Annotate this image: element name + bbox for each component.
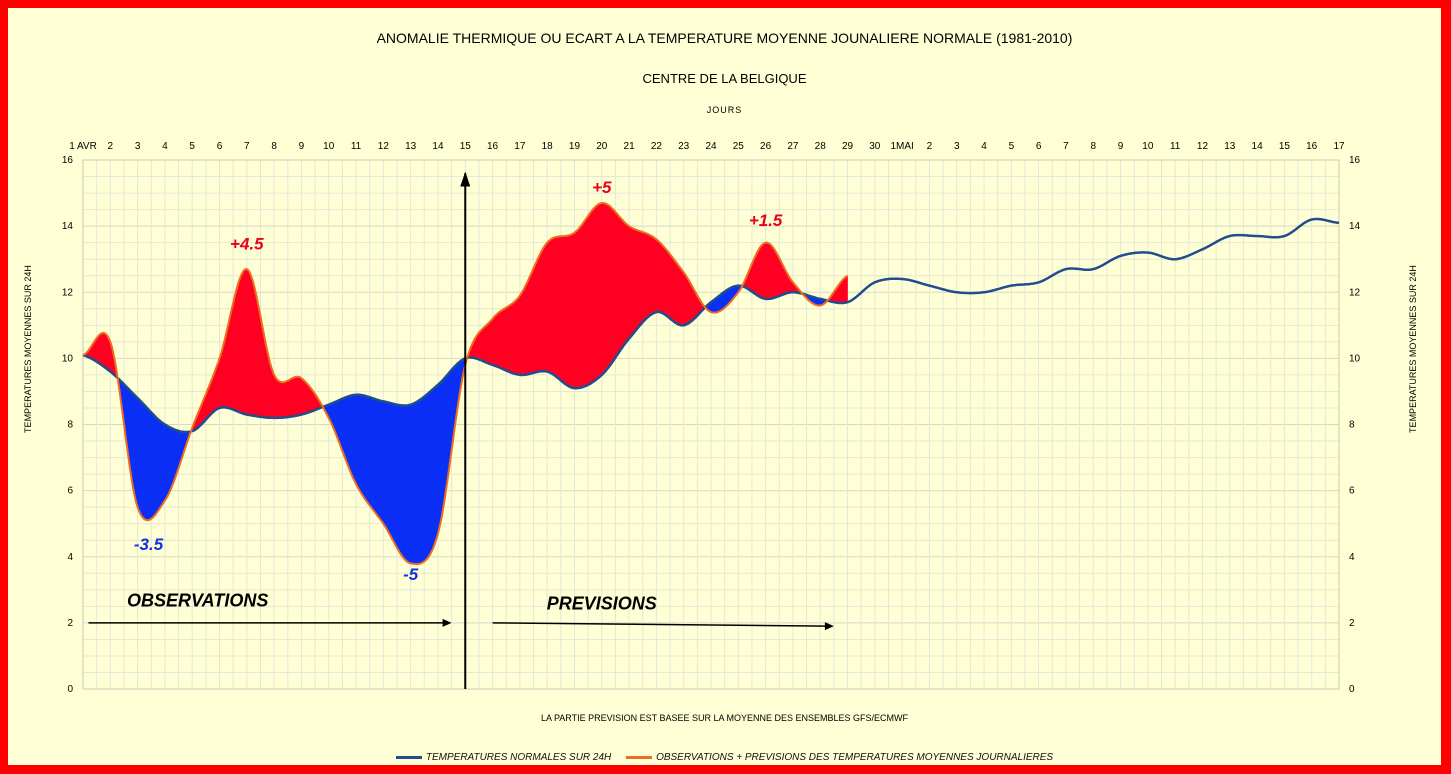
y-tick-label-right: 2 bbox=[1349, 618, 1355, 629]
legend: TEMPERATURES NORMALES SUR 24H OBSERVATIO… bbox=[8, 751, 1441, 763]
x-tick-label: 7 bbox=[244, 141, 250, 152]
annotation-label: OBSERVATIONS bbox=[127, 590, 268, 610]
x-tick-label: 15 bbox=[1279, 141, 1291, 152]
forecast-note: LA PARTIE PREVISION EST BASEE SUR LA MOY… bbox=[540, 713, 909, 723]
y-tick-label-left: 4 bbox=[67, 552, 73, 563]
x-tick-label: 17 bbox=[514, 141, 526, 152]
x-tick-label: 20 bbox=[596, 141, 608, 152]
legend-item-observed: OBSERVATIONS + PREVISIONS DES TEMPERATUR… bbox=[626, 752, 1053, 763]
y-tick-label-left: 6 bbox=[67, 486, 73, 497]
chart-frame: ANOMALIE THERMIQUE OU ECART A LA TEMPERA… bbox=[8, 8, 1441, 765]
annotation-label: PREVISIONS bbox=[547, 594, 657, 614]
y-tick-label-right: 0 bbox=[1349, 684, 1355, 695]
legend-swatch-observed bbox=[626, 756, 653, 759]
legend-label-observed: OBSERVATIONS + PREVISIONS DES TEMPERATUR… bbox=[656, 752, 1054, 763]
y-tick-label-left: 8 bbox=[67, 420, 73, 431]
x-tick-label: 7 bbox=[1063, 141, 1069, 152]
x-tick-label: 13 bbox=[1224, 141, 1236, 152]
x-tick-label: 29 bbox=[842, 141, 854, 152]
x-tick-label: 22 bbox=[651, 141, 663, 152]
y-tick-label-right: 6 bbox=[1349, 486, 1355, 497]
y-tick-label-left: 14 bbox=[62, 221, 74, 232]
x-tick-label: 9 bbox=[299, 141, 305, 152]
y-tick-label-right: 10 bbox=[1349, 353, 1361, 364]
x-tick-label: 5 bbox=[1009, 141, 1015, 152]
x-tick-label: 14 bbox=[1252, 141, 1264, 152]
x-tick-label: 26 bbox=[760, 141, 772, 152]
period-arrow bbox=[492, 622, 828, 627]
annotation-label: +5 bbox=[592, 178, 612, 197]
normal-temperature-line bbox=[82, 217, 1340, 434]
x-tick-label: 12 bbox=[378, 141, 390, 152]
annotation-label: +1.5 bbox=[749, 211, 783, 230]
x-tick-label: 6 bbox=[1036, 141, 1042, 152]
y-tick-label-left: 0 bbox=[67, 684, 73, 695]
x-tick-label: 14 bbox=[432, 141, 444, 152]
x-tick-label: 24 bbox=[705, 141, 717, 152]
y-tick-label-left: 2 bbox=[67, 618, 73, 629]
x-tick-label: 2 bbox=[108, 141, 114, 152]
y-tick-label-right: 12 bbox=[1349, 287, 1361, 298]
period-arrowhead bbox=[824, 622, 834, 631]
anomaly-chart: 1 AVR 2 3 4 5 6 7 8 9 10 11 12 13 14 15 16 17 18 19 20 21 22 2… bbox=[62, 141, 1361, 695]
x-tick-label: 10 bbox=[1142, 141, 1154, 152]
x-tick-label: 25 bbox=[733, 141, 745, 152]
annotation-label: +4.5 bbox=[230, 234, 264, 253]
x-tick-label: 8 bbox=[1090, 141, 1096, 152]
period-arrowhead bbox=[442, 618, 452, 627]
x-tick-label: 18 bbox=[542, 141, 554, 152]
y-tick-label-right: 14 bbox=[1349, 221, 1361, 232]
x-tick-label: 11 bbox=[1170, 141, 1181, 152]
x-tick-label: 16 bbox=[487, 141, 499, 152]
x-tick-label: 3 bbox=[954, 141, 960, 152]
y-tick-label-left: 10 bbox=[62, 353, 74, 364]
x-tick-label: 19 bbox=[569, 141, 581, 152]
x-tick-label: 21 bbox=[624, 141, 636, 152]
legend-label-normal: TEMPERATURES NORMALES SUR 24H bbox=[425, 752, 612, 763]
divider-arrowhead bbox=[460, 171, 471, 187]
x-tick-label: 16 bbox=[1306, 141, 1318, 152]
y-tick-label-right: 4 bbox=[1349, 552, 1355, 563]
x-tick-label: 9 bbox=[1118, 141, 1124, 152]
x-tick-label: 27 bbox=[787, 141, 799, 152]
x-tick-label: 23 bbox=[678, 141, 690, 152]
x-tick-label: 11 bbox=[351, 141, 362, 152]
x-tick-label: 30 bbox=[869, 141, 881, 152]
x-tick-label: 5 bbox=[189, 141, 195, 152]
x-tick-label: 17 bbox=[1333, 141, 1345, 152]
y-tick-label-right: 8 bbox=[1349, 420, 1355, 431]
x-tick-label: 3 bbox=[135, 141, 141, 152]
annotation-label: -5 bbox=[403, 565, 419, 584]
x-tick-label: 13 bbox=[405, 141, 417, 152]
plot-border bbox=[82, 159, 1340, 690]
x-tick-label: 6 bbox=[217, 141, 223, 152]
x-tick-label: 28 bbox=[815, 141, 827, 152]
x-tick-label: 1 AVR bbox=[69, 141, 97, 152]
x-tick-label: 10 bbox=[323, 141, 335, 152]
legend-item-normal: TEMPERATURES NORMALES SUR 24H bbox=[395, 752, 612, 763]
x-tick-label: 4 bbox=[162, 141, 168, 152]
legend-swatch-normal bbox=[395, 756, 422, 759]
x-axis-title: JOURS bbox=[706, 105, 743, 115]
warm-anomaly-area bbox=[845, 275, 848, 303]
x-tick-label: 2 bbox=[927, 141, 933, 152]
annotation-label: -3.5 bbox=[134, 535, 164, 554]
y-tick-label-left: 12 bbox=[62, 287, 74, 298]
chart-subtitle: CENTRE DE LA BELGIQUE bbox=[642, 71, 807, 86]
chart-title: ANOMALIE THERMIQUE OU ECART A LA TEMPERA… bbox=[376, 30, 1073, 46]
x-tick-label: 15 bbox=[460, 141, 472, 152]
y-tick-label-right: 16 bbox=[1349, 155, 1361, 166]
x-tick-label: 4 bbox=[981, 141, 987, 152]
x-tick-label: 1MAI bbox=[890, 141, 913, 152]
x-tick-label: 12 bbox=[1197, 141, 1209, 152]
y-tick-label-left: 16 bbox=[62, 155, 74, 166]
x-tick-label: 8 bbox=[271, 141, 277, 152]
